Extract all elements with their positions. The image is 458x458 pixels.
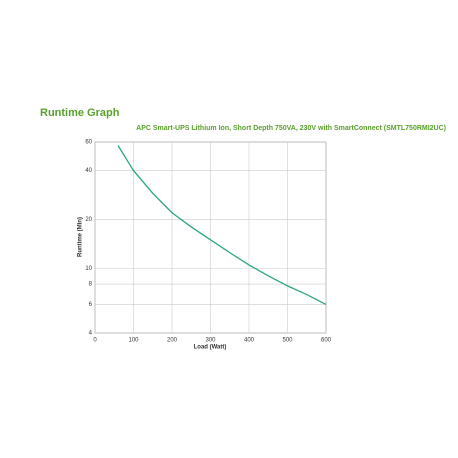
y-tick-label: 6 (89, 302, 93, 308)
x-tick-label: 500 (282, 338, 293, 344)
y-tick-label: 40 (85, 168, 92, 174)
y-tick-label: 10 (85, 266, 92, 272)
runtime-line (117, 145, 327, 305)
x-tick-label: 0 (93, 338, 97, 344)
y-tick-label: 4 (89, 331, 93, 337)
y-tick-label: 8 (89, 282, 93, 288)
y-tick-label: 60 (85, 140, 92, 146)
x-axis-label: Load (Watt) (194, 345, 227, 351)
y-tick-label: 20 (85, 217, 92, 223)
x-tick-label: 100 (128, 338, 139, 344)
x-tick-label: 600 (321, 338, 332, 344)
y-axis-label: Runtime (Min) (78, 217, 84, 257)
x-tick-label: 200 (167, 338, 178, 344)
x-tick-label: 400 (244, 338, 255, 344)
chart-subtitle: APC Smart-UPS Lithium Ion, Short Depth 7… (136, 125, 446, 132)
chart-title: Runtime Graph (40, 107, 120, 119)
x-tick-label: 300 (205, 338, 216, 344)
